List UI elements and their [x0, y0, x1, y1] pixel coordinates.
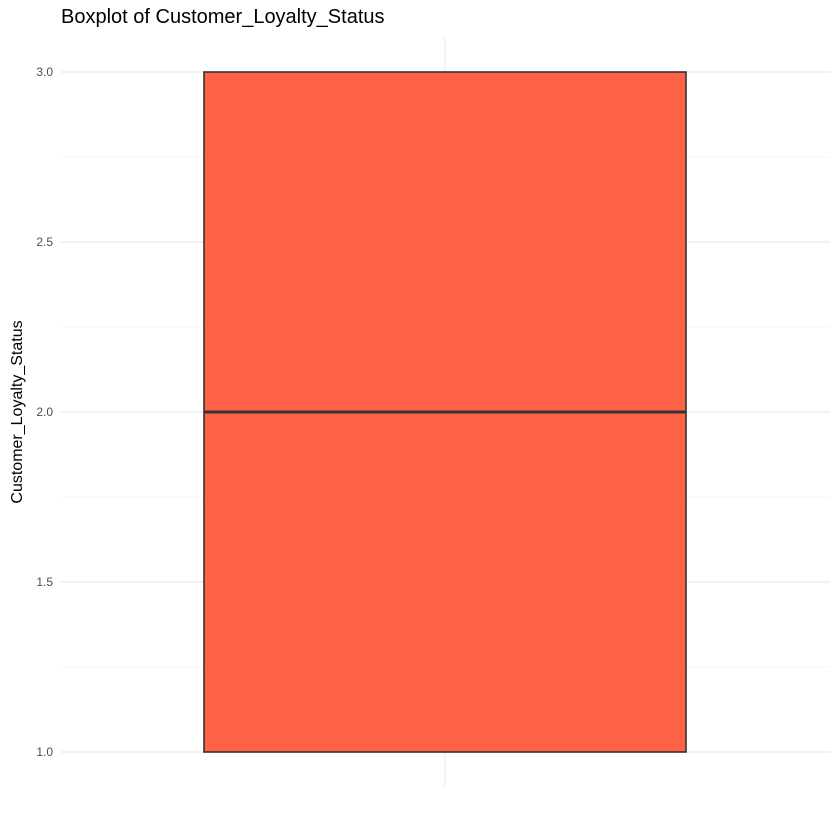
y-tick-label: 2.0 — [36, 405, 53, 419]
y-tick-label: 1.5 — [36, 575, 53, 589]
y-tick-labels: 1.0 1.5 2.0 2.5 3.0 — [36, 65, 53, 759]
chart-title: Boxplot of Customer_Loyalty_Status — [61, 6, 385, 28]
box-layer — [203, 71, 687, 753]
y-axis-label: Customer_Loyalty_Status — [9, 320, 26, 503]
y-tick-label: 3.0 — [36, 65, 53, 79]
y-tick-label: 2.5 — [36, 235, 53, 249]
y-tick-label: 1.0 — [36, 745, 53, 759]
